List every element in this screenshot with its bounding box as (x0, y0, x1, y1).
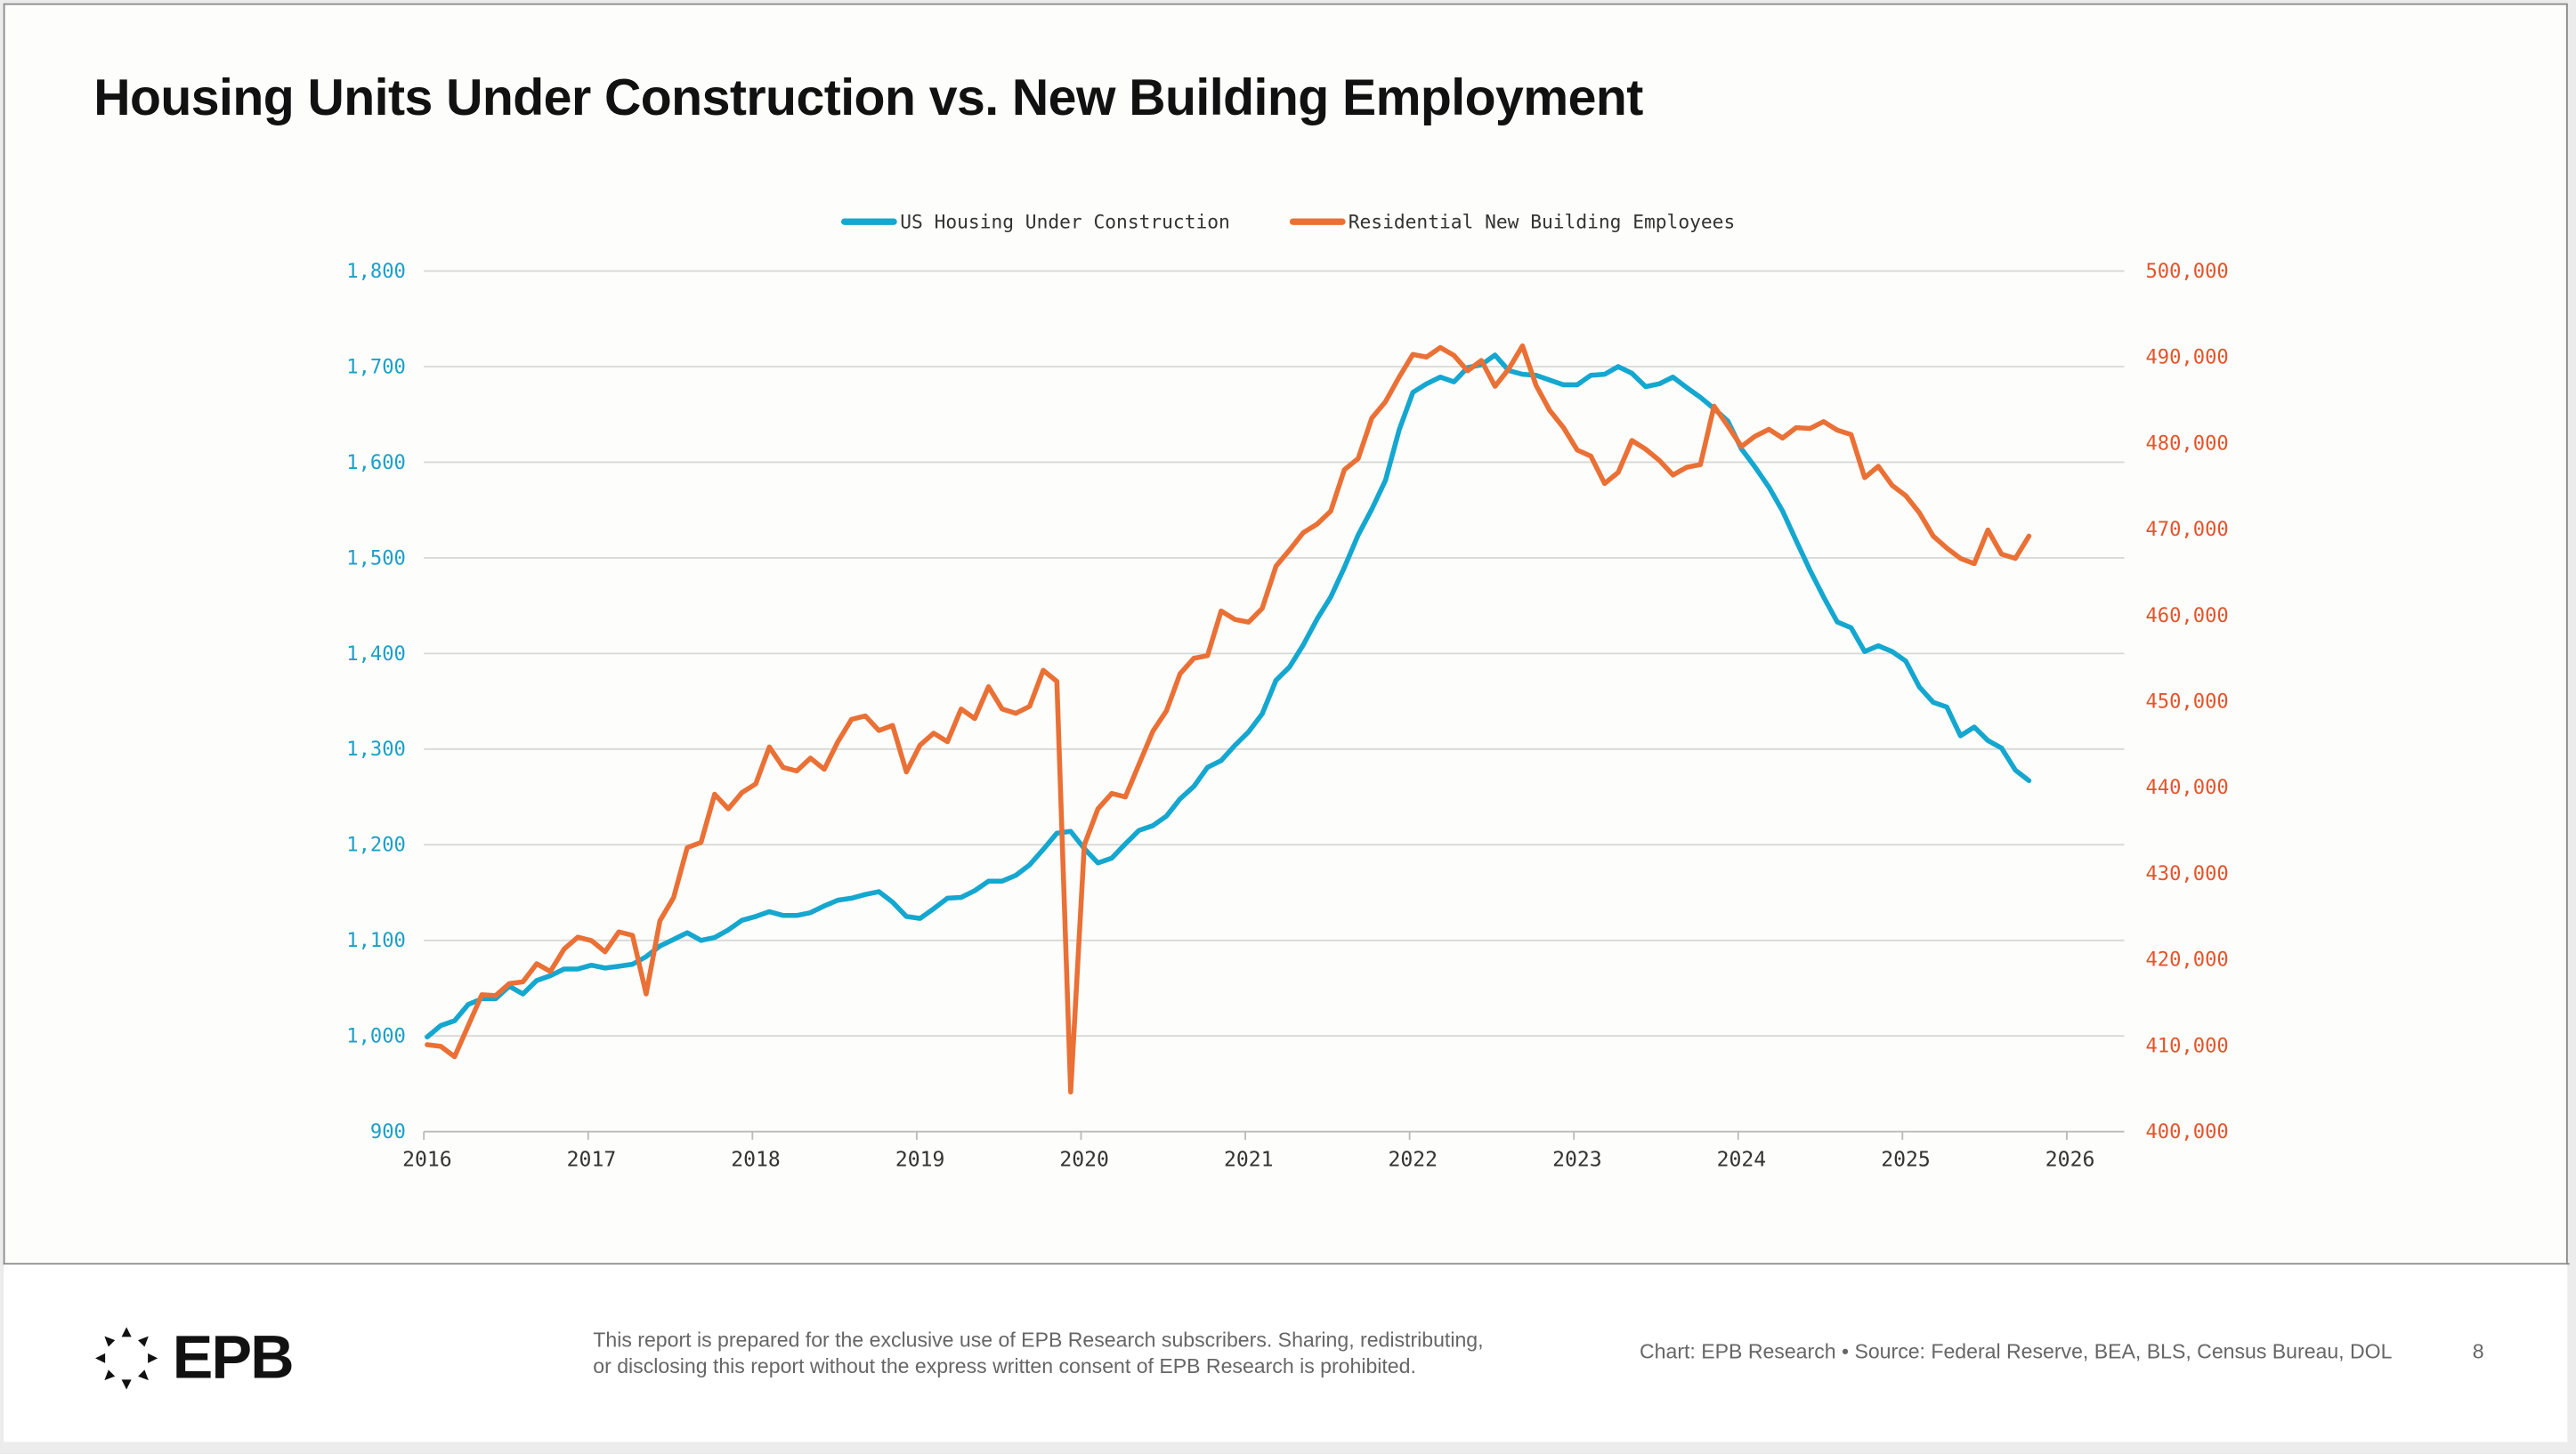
x-tick-label: 2023 (1552, 1148, 1602, 1171)
legend-swatch-orange (1289, 218, 1346, 225)
legend-label: Residential New Building Employees (1348, 210, 1736, 234)
y-left-tick-label: 1,100 (346, 929, 406, 952)
x-tick-label: 2020 (1059, 1148, 1109, 1171)
series-line-new-building-employees (425, 343, 2032, 1095)
logo-text: EPB (172, 1323, 295, 1392)
y-right-tick-label: 420,000 (2145, 949, 2228, 972)
x-tick-label: 2021 (1224, 1148, 1274, 1171)
legend-item-employees: Residential New Building Employees (1289, 210, 1735, 233)
y-left-tick-label: 1,700 (346, 355, 406, 378)
y-left-tick-label: 1,300 (346, 738, 406, 761)
y-left-tick-label: 1,500 (346, 546, 406, 569)
epb-logo: EPB (93, 1323, 295, 1393)
x-tick-label: 2022 (1389, 1148, 1438, 1171)
chart-legend: US Housing Under Construction Residentia… (0, 210, 2576, 233)
legend-label: US Housing Under Construction (900, 210, 1230, 234)
y-left-tick-label: 1,800 (346, 260, 406, 283)
y-left-tick-label: 1,400 (346, 642, 406, 666)
chart-title: Housing Units Under Construction vs. New… (93, 69, 1643, 127)
page-number: 8 (2472, 1340, 2484, 1363)
y-left-tick-label: 900 (370, 1120, 406, 1143)
x-tick-label: 2025 (1881, 1148, 1931, 1171)
slide (3, 3, 2568, 1442)
y-left-tick-label: 1,000 (346, 1025, 406, 1048)
disclaimer-line: This report is prepared for the exclusiv… (593, 1329, 1484, 1353)
series-line-housing-under-construction (425, 352, 2032, 1040)
y-right-tick-label: 460,000 (2145, 604, 2228, 627)
x-tick-label: 2024 (1717, 1148, 1767, 1171)
y-right-tick-label: 410,000 (2145, 1034, 2228, 1057)
x-tick-label: 2019 (895, 1148, 945, 1171)
y-right-tick-label: 500,000 (2145, 260, 2228, 283)
y-left-tick-label: 1,200 (346, 834, 406, 857)
y-right-tick-label: 400,000 (2145, 1120, 2228, 1143)
legend-item-housing: US Housing Under Construction (840, 210, 1230, 234)
legend-swatch-blue (840, 218, 897, 225)
x-tick-label: 2018 (731, 1148, 781, 1171)
footer-divider (3, 1263, 2570, 1265)
y-left-tick-label: 1,600 (346, 451, 406, 474)
disclaimer: This report is prepared for the exclusiv… (593, 1327, 1578, 1379)
source-note: Chart: EPB Research • Source: Federal Re… (1640, 1340, 2393, 1363)
x-tick-label: 2016 (402, 1148, 452, 1171)
y-right-tick-label: 470,000 (2145, 518, 2228, 541)
x-tick-label: 2026 (2045, 1148, 2095, 1171)
y-right-tick-label: 430,000 (2145, 862, 2228, 885)
y-right-tick-label: 440,000 (2145, 776, 2228, 799)
y-right-tick-label: 490,000 (2145, 346, 2228, 369)
x-tick-label: 2017 (567, 1148, 617, 1171)
y-right-tick-label: 450,000 (2145, 690, 2228, 713)
disclaimer-line: or disclosing this report without the ex… (593, 1354, 1416, 1378)
y-right-tick-label: 480,000 (2145, 432, 2228, 455)
footer: EPB This report is prepared for the excl… (3, 1264, 2568, 1442)
epb-logo-icon (95, 1327, 158, 1390)
